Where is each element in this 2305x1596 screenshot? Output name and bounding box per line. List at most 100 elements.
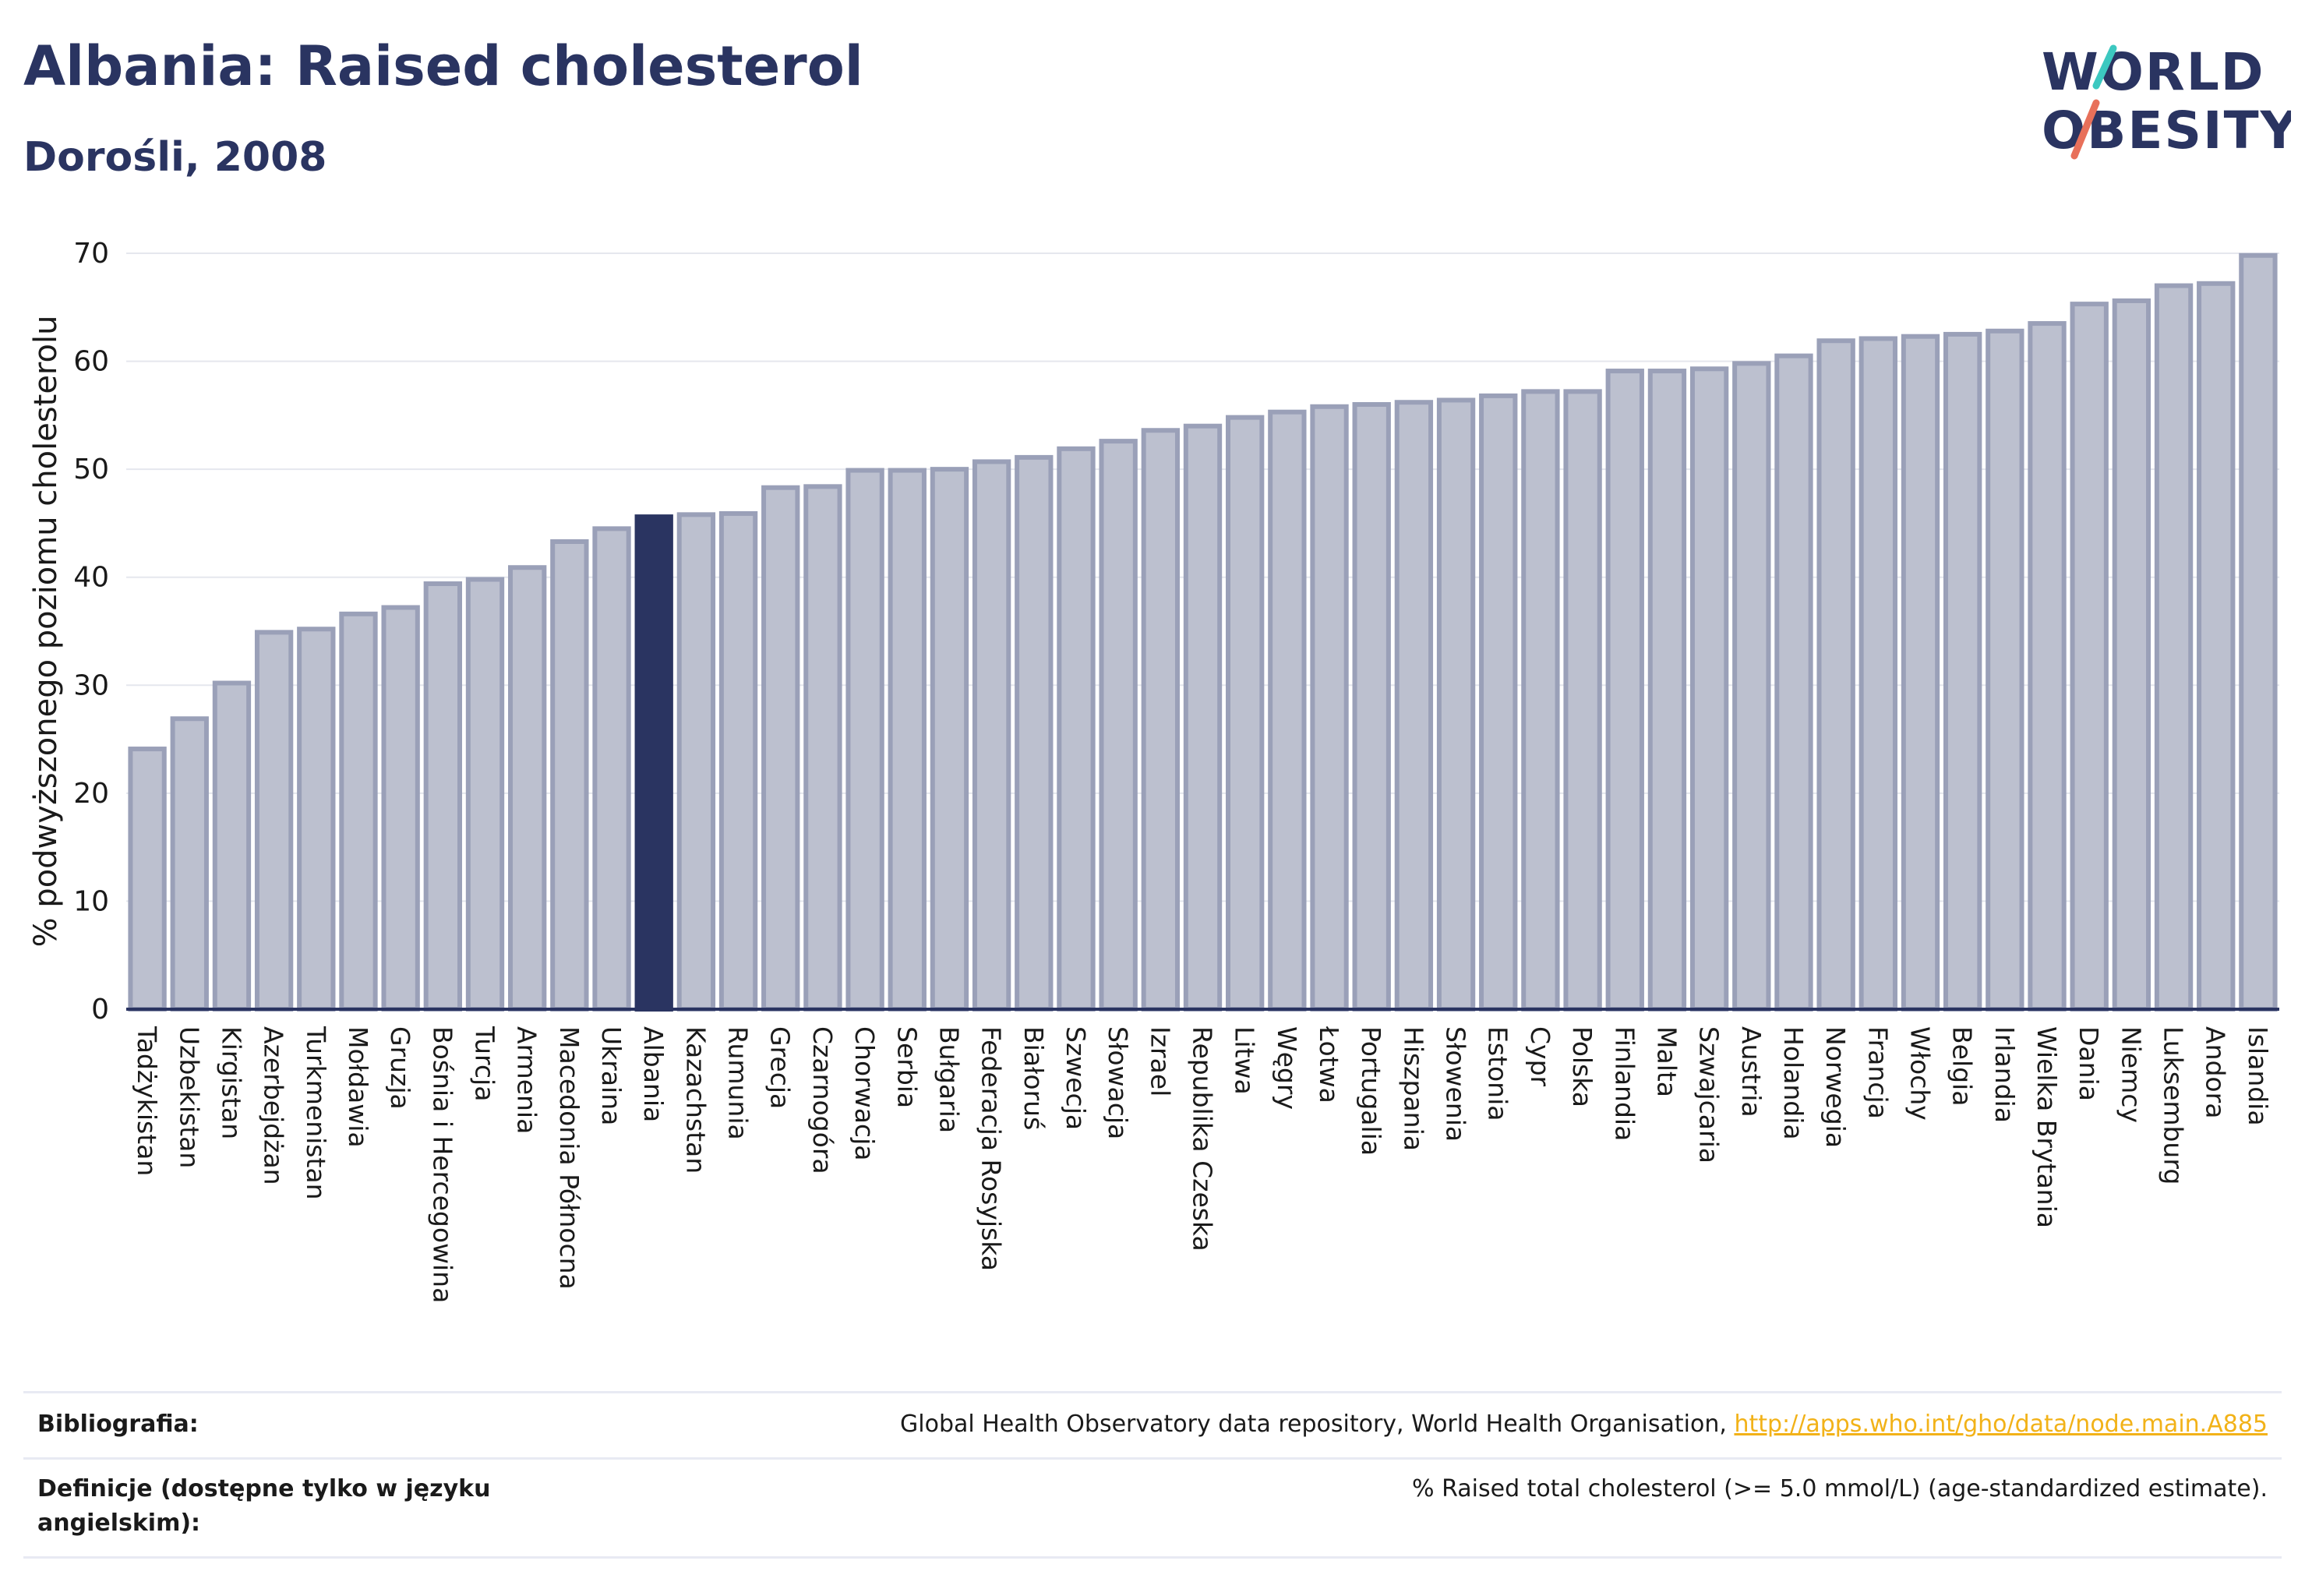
x-tick-label: Ukraina — [596, 1026, 627, 1125]
bar — [1858, 336, 1897, 1012]
x-tick-label: Kazachstan — [680, 1026, 711, 1174]
x-tick-label: Republika Czeska — [1188, 1026, 1218, 1252]
bar — [1732, 361, 1771, 1012]
bar — [761, 485, 800, 1012]
bar — [423, 581, 462, 1012]
y-tick-label: 70 — [73, 238, 109, 270]
y-tick-label: 20 — [73, 778, 109, 810]
bar — [1183, 423, 1223, 1012]
y-axis-title: % podwyższonego poziomu cholesterolu — [28, 316, 64, 948]
x-tick-label: Białoruś — [1018, 1026, 1049, 1130]
x-tick-label: Słowacja — [1103, 1026, 1133, 1139]
bar — [2154, 283, 2194, 1012]
x-tick-label: Finlandia — [1609, 1026, 1640, 1141]
y-tick-label: 40 — [73, 562, 109, 594]
bar — [297, 627, 336, 1012]
x-tick-label: Serbia — [891, 1026, 922, 1108]
bar — [592, 526, 631, 1012]
x-tick-label: Słowenia — [1441, 1026, 1471, 1142]
y-tick-label: 10 — [73, 885, 109, 917]
bar — [803, 484, 842, 1012]
logo-slash-coral — [2070, 99, 2100, 160]
x-tick-label: Litwa — [1230, 1026, 1260, 1095]
bar — [170, 716, 209, 1012]
bibliography-value: Global Health Observatory data repositor… — [900, 1407, 2268, 1442]
x-tick-label: Dania — [2074, 1026, 2104, 1101]
x-tick-label: Mołdawia — [343, 1026, 373, 1148]
x-tick-label: Węgry — [1272, 1026, 1302, 1110]
bar — [2028, 321, 2067, 1012]
x-tick-label: Federacja Rosyjska — [976, 1026, 1007, 1271]
bar — [1563, 389, 1602, 1012]
y-tick-label: 0 — [91, 994, 109, 1026]
x-tick-label: Islandia — [2243, 1026, 2273, 1126]
x-tick-label: Luksemburg — [2159, 1026, 2189, 1185]
page-subtitle: Dorośli, 2008 — [23, 134, 327, 181]
logo-line1: WORLD — [2042, 42, 2265, 102]
x-tick-label: Niemcy — [2116, 1026, 2146, 1123]
bar — [1521, 389, 1560, 1012]
bar — [339, 611, 378, 1012]
bar — [1141, 428, 1180, 1012]
x-tick-label: Macedonia Północna — [554, 1026, 584, 1290]
x-tick-label: Francja — [1862, 1026, 1893, 1119]
bar — [1268, 409, 1307, 1012]
bar — [1099, 439, 1138, 1012]
x-tick-label: Czarnogóra — [807, 1026, 838, 1174]
definitions-value: % Raised total cholesterol (>= 5.0 mmol/… — [1412, 1475, 2268, 1502]
definitions-row: Definicje (dostępne tylko w języku angie… — [23, 1460, 2282, 1556]
world-obesity-logo: WORLD OBESITY — [2042, 42, 2291, 161]
x-tick-label: Szwecja — [1061, 1026, 1091, 1130]
x-tick-label: Izrael — [1145, 1026, 1175, 1096]
bar — [972, 459, 1011, 1012]
x-tick-label: Estonia — [1483, 1026, 1513, 1121]
x-tick-label: Belgia — [1947, 1026, 1978, 1106]
bar — [930, 467, 969, 1012]
bar — [254, 630, 294, 1012]
bar — [2239, 252, 2278, 1012]
bar-chart: 0 10 20 30 40 50 60 70 % podwyższonego poziomu c… — [28, 238, 2279, 1303]
bar — [888, 468, 927, 1012]
bibliography-label: Bibliografia: — [37, 1411, 199, 1438]
x-tick-label: Kirgistan — [216, 1026, 246, 1139]
bar — [1057, 446, 1096, 1012]
bar — [1774, 353, 1813, 1012]
bar — [381, 605, 420, 1012]
bar — [1986, 328, 2024, 1012]
bar — [1605, 369, 1644, 1012]
y-tick-label: 30 — [73, 669, 109, 701]
x-tick-label: Armenia — [512, 1026, 542, 1134]
x-tick-label: Hiszpania — [1398, 1026, 1428, 1151]
footer-divider — [23, 1457, 2282, 1460]
x-tick-label: Azerbejdżan — [259, 1026, 289, 1185]
bar — [1689, 366, 1729, 1012]
y-tick-label: 60 — [73, 346, 109, 378]
bar — [1901, 334, 1940, 1012]
bar — [1479, 393, 1518, 1012]
bar — [1310, 404, 1349, 1012]
bibliography-link[interactable]: http://apps.who.int/gho/data/node.main.A… — [1734, 1411, 2268, 1438]
x-tick-label: Andora — [2201, 1026, 2231, 1118]
x-tick-label: Wielka Brytania — [2031, 1026, 2062, 1228]
x-tick-label: Tadżykistan — [132, 1026, 162, 1176]
bar — [550, 538, 589, 1012]
y-tick-label: 50 — [73, 454, 109, 486]
x-tick-label: Szwajcaria — [1694, 1026, 1724, 1163]
x-tick-label: Chorwacja — [849, 1026, 880, 1160]
x-tick-label: Turkmenistan — [301, 1026, 331, 1200]
bibliography-text: Global Health Observatory data repositor… — [900, 1411, 1735, 1438]
x-tick-label: Uzbekistan — [174, 1026, 204, 1168]
bar — [2112, 298, 2151, 1012]
bar — [212, 680, 252, 1012]
bar — [1816, 338, 1855, 1012]
bar — [2197, 281, 2236, 1012]
x-tick-label: Holandia — [1778, 1026, 1809, 1140]
bar — [845, 468, 884, 1012]
bar — [1015, 454, 1054, 1012]
x-tick-label: Włochy — [1905, 1026, 1936, 1121]
x-tick-label: Rumunia — [723, 1026, 754, 1140]
x-tick-label: Austria — [1736, 1026, 1767, 1118]
bar — [718, 510, 758, 1012]
bar — [1394, 400, 1434, 1012]
bar — [634, 514, 673, 1012]
